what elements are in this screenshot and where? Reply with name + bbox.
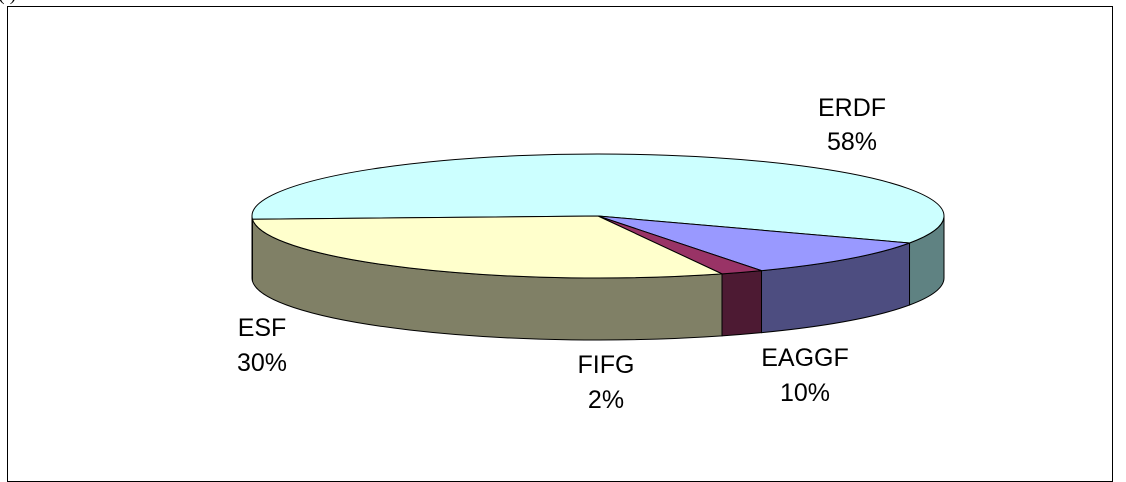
data-label-erdf-name: ERDF [818, 94, 886, 122]
data-label-eaggf-pct: 10% [780, 379, 830, 407]
data-label-fifg-pct: 2% [588, 386, 624, 414]
data-label-esf-pct: 30% [237, 349, 287, 377]
slice-side-fifg [722, 271, 762, 336]
data-label-esf-name: ESF [238, 314, 287, 342]
pie-chart: ERDF 58% EAGGF 10% FIFG 2% ESF 30% [0, 0, 1126, 471]
pie-tops [252, 154, 944, 278]
data-label-fifg-name: FIFG [578, 351, 635, 379]
data-label-eaggf-name: EAGGF [761, 344, 849, 372]
data-label-erdf-pct: 58% [827, 128, 877, 156]
